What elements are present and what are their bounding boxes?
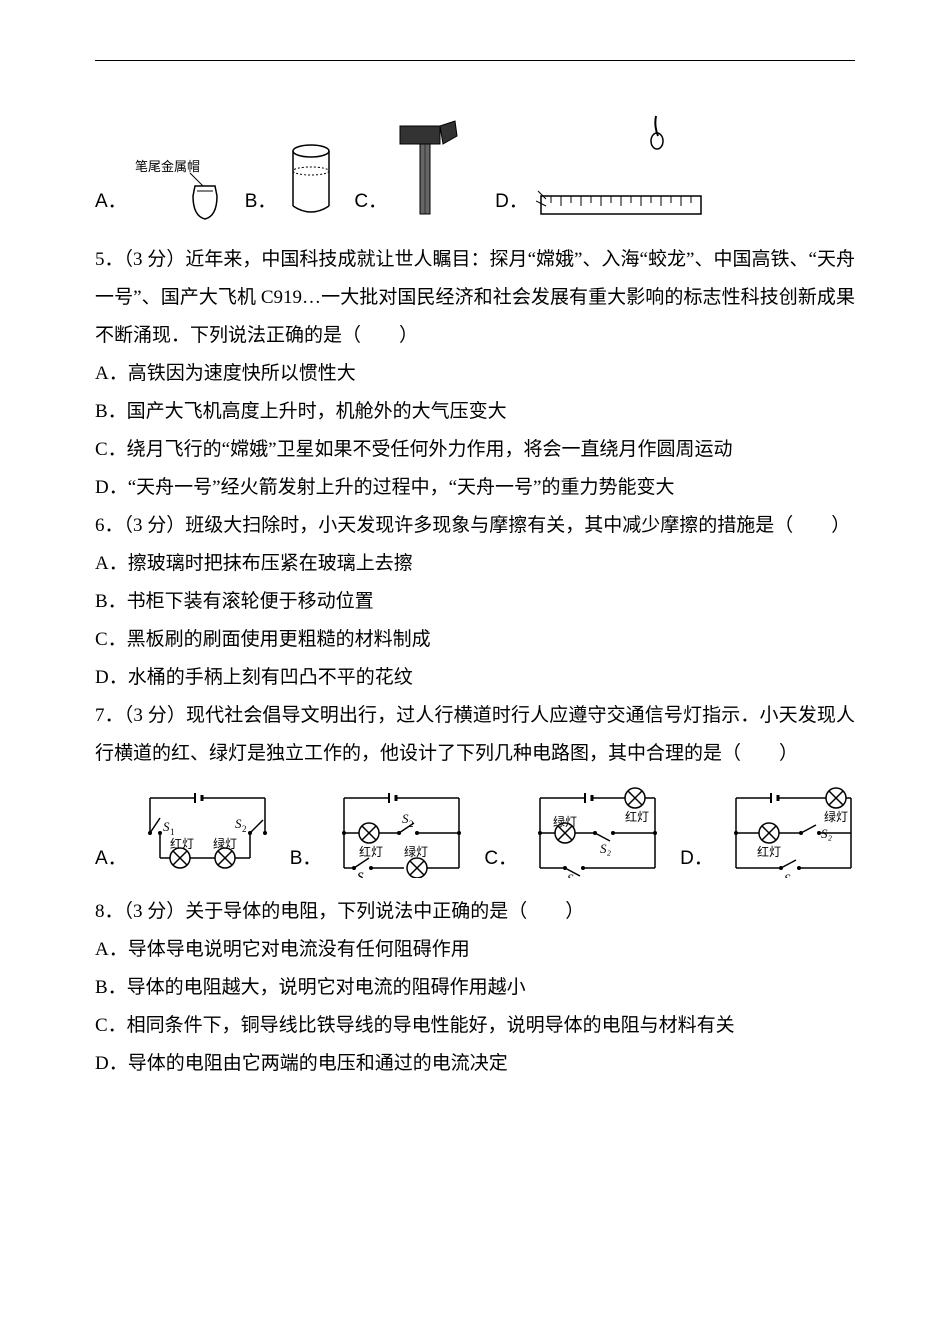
horizontal-rule — [95, 60, 855, 61]
q6-option-a: A．擦玻璃时把抹布压紧在玻璃上去擦 — [95, 545, 855, 583]
q7-option-a-group: A． S 1 红灯 绿灯 — [95, 783, 280, 878]
q5-option-b: B．国产大飞机高度上升时，机舱外的大气压变大 — [95, 393, 855, 431]
q6-option-c: C．黑板刷的刷面使用更粗糙的材料制成 — [95, 621, 855, 659]
q7-circuit-options: A． S 1 红灯 绿灯 — [95, 783, 855, 878]
svg-text:S: S — [402, 811, 409, 826]
hammer-image — [395, 111, 480, 221]
option-a-label: A． — [95, 183, 127, 221]
option-b-label: B． — [245, 183, 277, 221]
svg-text:2: 2 — [409, 819, 414, 829]
q5-option-a: A．高铁因为速度快所以惯性大 — [95, 355, 855, 393]
q6-option-d: D．水桶的手柄上刻有凹凸不平的花纹 — [95, 659, 855, 697]
pen-cap-image: 笔尾金属帽 — [135, 121, 230, 221]
ruler-lamp-image — [536, 111, 706, 221]
pen-label-text: 笔尾金属帽 — [135, 159, 200, 174]
svg-text:绿灯: 绿灯 — [824, 809, 848, 824]
svg-text:红灯: 红灯 — [359, 844, 383, 859]
svg-text:S₁: S₁ — [784, 871, 795, 878]
q7-option-c-group: C． 红灯 绿灯 S₂ — [484, 783, 670, 878]
svg-text:红灯: 红灯 — [625, 809, 649, 824]
q7-option-d-group: D． 绿灯 红灯 S₂ — [680, 783, 866, 878]
circuit-b-image: 红灯 S 2 S 1 绿灯 S₁ — [329, 783, 474, 878]
svg-text:红灯: 红灯 — [757, 844, 781, 859]
svg-text:2: 2 — [242, 824, 247, 834]
svg-text:S₂: S₂ — [600, 841, 612, 856]
q8-option-d: D．导体的电阻由它两端的电压和通过的电流决定 — [95, 1045, 855, 1083]
option-a-group: A． 笔尾金属帽 — [95, 121, 230, 221]
option-d-group: D． — [495, 111, 706, 221]
svg-text:S: S — [235, 816, 242, 831]
option-b-group: B． — [245, 136, 340, 221]
q7-option-b-group: B． 红灯 S 2 S 1 — [290, 783, 475, 878]
q6-option-b: B．书柜下装有滚轮便于移动位置 — [95, 583, 855, 621]
q5-option-d: D．“天舟一号”经火箭发射上升的过程中，“天舟一号”的重力势能变大 — [95, 469, 855, 507]
svg-text:S₁: S₁ — [357, 869, 368, 878]
circuit-d-image: 绿灯 红灯 S₂ S₁ — [721, 783, 866, 878]
svg-text:S₁: S₁ — [567, 871, 578, 878]
q8-option-b: B．导体的电阻越大，说明它对电流的阻碍作用越小 — [95, 969, 855, 1007]
circuit-a-image: S 1 红灯 绿灯 S 2 — [135, 783, 280, 878]
q8-text: 8．（3 分）关于导体的电阻，下列说法中正确的是（ ） — [95, 893, 855, 931]
q5-option-c: C．绕月飞行的“嫦娥”卫星如果不受任何外力作用，将会一直绕月作圆周运动 — [95, 431, 855, 469]
q7-option-b-label: B． — [290, 840, 322, 878]
q6-text: 6．（3 分）班级大扫除时，小天发现许多现象与摩擦有关，其中减少摩擦的措施是（ … — [95, 507, 855, 545]
q7-option-a-label: A． — [95, 840, 127, 878]
q4-image-options: A． 笔尾金属帽 B． C． D． — [95, 111, 855, 221]
cup-image — [284, 136, 339, 221]
svg-text:1: 1 — [170, 827, 175, 837]
q8-option-a: A．导体导电说明它对电流没有任何阻碍作用 — [95, 931, 855, 969]
svg-text:绿灯: 绿灯 — [213, 836, 237, 851]
q7-text: 7．（3 分）现代社会倡导文明出行，过人行横道时行人应遵守交通信号灯指示．小天发… — [95, 697, 855, 773]
q7-option-c-label: C． — [484, 840, 517, 878]
svg-text:S: S — [163, 819, 170, 834]
svg-text:绿灯: 绿灯 — [404, 844, 428, 859]
svg-text:红灯: 红灯 — [170, 836, 194, 851]
q8-option-c: C．相同条件下，铜导线比铁导线的导电性能好，说明导体的电阻与材料有关 — [95, 1007, 855, 1045]
q5-text: 5．（3 分）近年来，中国科技成就让世人瞩目：探月“嫦娥”、入海“蛟龙”、中国高… — [95, 241, 855, 355]
option-c-label: C． — [354, 183, 387, 221]
q7-option-d-label: D． — [680, 840, 713, 878]
option-c-group: C． — [354, 111, 480, 221]
circuit-c-image: 红灯 绿灯 S₂ S₁ — [525, 783, 670, 878]
option-d-label: D． — [495, 183, 528, 221]
